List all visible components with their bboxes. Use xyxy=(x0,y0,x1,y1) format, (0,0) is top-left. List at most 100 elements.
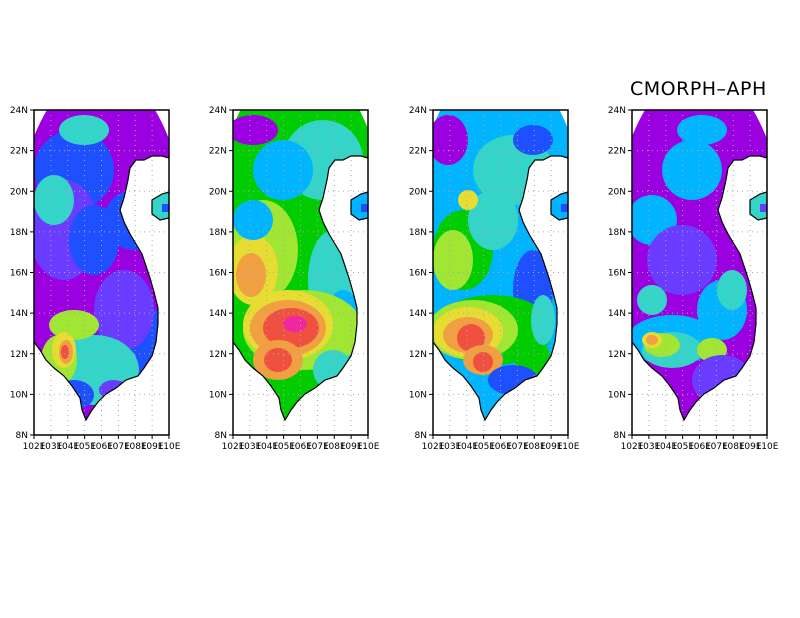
lat-label: 16N xyxy=(608,269,626,279)
precip-blob xyxy=(264,348,292,372)
lat-label: 18N xyxy=(409,228,427,238)
precip-blob xyxy=(531,295,555,345)
island-fill xyxy=(551,192,568,220)
precip-blob xyxy=(94,270,154,350)
lon-label: 108E xyxy=(323,442,346,452)
lat-label: 20N xyxy=(209,187,227,197)
precip-blob xyxy=(637,285,667,315)
coastline xyxy=(232,155,369,422)
island-fill xyxy=(750,192,767,220)
lat-label: 10N xyxy=(608,390,626,400)
precip-blob xyxy=(677,115,727,145)
lon-label: 110E xyxy=(357,442,380,452)
lon-label: 102E xyxy=(23,442,46,452)
lon-label: 108E xyxy=(523,442,546,452)
lon-label: 107E xyxy=(306,442,329,452)
lon-label: 103E xyxy=(238,442,261,452)
lat-label: 18N xyxy=(10,228,28,238)
lon-label: 107E xyxy=(107,442,130,452)
lat-label: 10N xyxy=(409,390,427,400)
precip-blob xyxy=(253,140,313,200)
precip-blob xyxy=(468,190,518,250)
island-field xyxy=(152,192,169,220)
lat-label: 12N xyxy=(209,350,227,360)
lon-label: 105E xyxy=(472,442,495,452)
island-fill xyxy=(152,192,169,220)
lat-label: 20N xyxy=(608,187,626,197)
precip-blob xyxy=(59,115,109,145)
island-spot xyxy=(361,204,368,212)
island-spot xyxy=(561,204,568,212)
figure-title: CMORPH–APH xyxy=(630,78,767,100)
precip-blob xyxy=(646,335,658,345)
precip-blob xyxy=(233,200,273,240)
lat-label: 24N xyxy=(608,106,626,116)
lat-label: 12N xyxy=(409,350,427,360)
precip-blob xyxy=(513,125,553,155)
lon-label: 105E xyxy=(73,442,96,452)
island-spot xyxy=(760,204,767,212)
lat-label: 14N xyxy=(10,309,28,319)
lon-label: 104E xyxy=(56,442,79,452)
lat-label: 14N xyxy=(608,309,626,319)
precip-blob xyxy=(283,316,307,332)
precip-blob xyxy=(433,115,468,165)
lat-label: 8N xyxy=(16,431,28,441)
island-coastline xyxy=(151,191,170,221)
precip-blob xyxy=(473,352,493,372)
lon-label: 102E xyxy=(621,442,644,452)
lon-label: 106E xyxy=(688,442,711,452)
lon-label: 106E xyxy=(90,442,113,452)
lat-label: 20N xyxy=(10,187,28,197)
lat-label: 18N xyxy=(209,228,227,238)
precip-blob xyxy=(233,115,278,145)
lon-label: 103E xyxy=(438,442,461,452)
precip-blob xyxy=(61,345,69,359)
lon-label: 103E xyxy=(39,442,62,452)
coastline xyxy=(33,155,170,422)
map-panel-2: 24N22N20N18N16N14N12N10N8N102E103E104E10… xyxy=(209,106,380,452)
precip-blob xyxy=(236,253,266,297)
island-field xyxy=(351,192,368,220)
precip-blob xyxy=(34,175,74,225)
precip-blob xyxy=(69,205,119,275)
lon-label: 105E xyxy=(671,442,694,452)
map-panel-4: 24N22N20N18N16N14N12N10N8N102E103E104E10… xyxy=(608,106,779,452)
lat-label: 12N xyxy=(608,350,626,360)
lat-label: 8N xyxy=(215,431,227,441)
precip-blob xyxy=(458,190,478,210)
coastline xyxy=(631,155,768,422)
lat-label: 24N xyxy=(409,106,427,116)
coastline xyxy=(432,155,569,422)
precip-blob xyxy=(717,270,747,310)
island-fill xyxy=(351,192,368,220)
precip-blob xyxy=(647,225,717,295)
lat-label: 16N xyxy=(209,269,227,279)
lat-label: 18N xyxy=(608,228,626,238)
lon-label: 104E xyxy=(455,442,478,452)
lat-label: 22N xyxy=(608,147,626,157)
lat-label: 24N xyxy=(10,106,28,116)
lon-label: 106E xyxy=(289,442,312,452)
lat-label: 16N xyxy=(10,269,28,279)
lon-label: 109E xyxy=(540,442,563,452)
lon-label: 110E xyxy=(557,442,580,452)
lat-label: 22N xyxy=(209,147,227,157)
lon-label: 103E xyxy=(637,442,660,452)
precip-blob xyxy=(662,140,722,200)
island-coastline xyxy=(350,191,369,221)
precip-blob xyxy=(54,380,94,410)
lat-label: 14N xyxy=(209,309,227,319)
lon-label: 102E xyxy=(222,442,245,452)
lat-label: 10N xyxy=(10,390,28,400)
lon-label: 109E xyxy=(141,442,164,452)
lat-label: 10N xyxy=(209,390,227,400)
lon-label: 106E xyxy=(489,442,512,452)
lon-label: 104E xyxy=(255,442,278,452)
lon-label: 105E xyxy=(272,442,295,452)
lat-label: 8N xyxy=(415,431,427,441)
island-coastline xyxy=(749,191,768,221)
lat-label: 16N xyxy=(409,269,427,279)
lon-label: 109E xyxy=(739,442,762,452)
